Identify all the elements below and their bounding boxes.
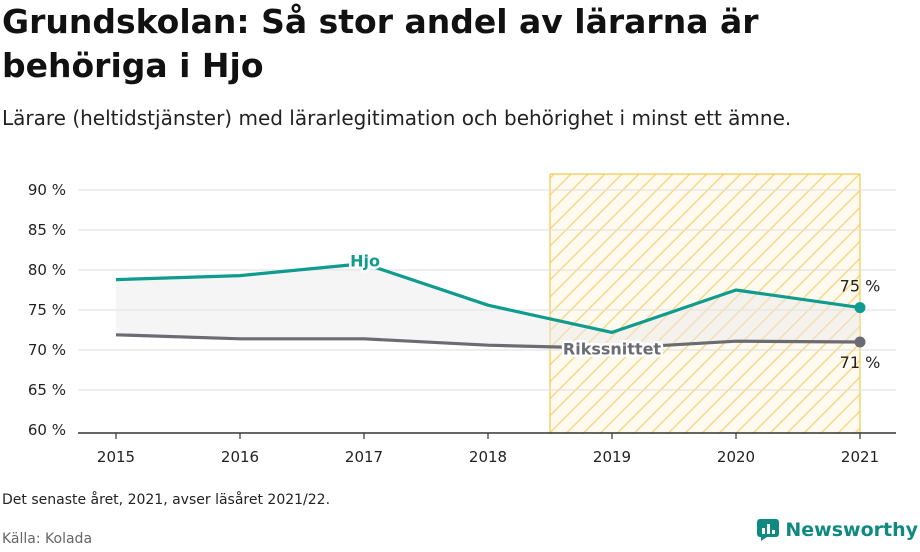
x-tick-label: 2018 (469, 448, 507, 466)
series-label-hjo-halo: Hjo (350, 252, 380, 271)
series-end-point-1 (854, 336, 866, 348)
bar-chart-logo-icon (757, 519, 780, 541)
y-tick-label: 65 % (28, 381, 66, 399)
series-end-point-0 (854, 302, 866, 314)
line-chart: 60 % 65 % 70 % 75 % 80 % 85 % 90 % 2015 2016 201… (28, 173, 896, 466)
y-tick-label: 75 % (28, 301, 66, 319)
brand: Newsworthy (757, 519, 918, 541)
y-tick-label: 70 % (28, 341, 66, 359)
series-line-0 (115, 261, 861, 334)
y-tick-label: 85 % (28, 221, 66, 239)
y-tick-label: 90 % (28, 181, 66, 199)
chart-source: Källa: Kolada (2, 531, 93, 547)
series-label-hjo: Hjo (350, 252, 380, 271)
highlight-range (550, 174, 860, 434)
chart-note: Det senaste året, 2021, avser läsåret 20… (2, 492, 331, 508)
y-tick-label: 80 % (28, 261, 66, 279)
y-tick-label: 60 % (28, 421, 66, 439)
end-value-label-hjo: 75 % (840, 277, 881, 296)
end-value-label-rikssnittet: 71 % (840, 353, 881, 372)
x-tick-label: 2020 (717, 448, 755, 466)
x-tick-label: 2017 (345, 448, 383, 466)
brand-name: Newsworthy (785, 519, 918, 541)
series-label-rikssnittet: Rikssnittet (563, 339, 662, 358)
chart-subtitle: Lärare (heltidstjänster) med lärarlegiti… (2, 106, 792, 130)
x-tick-label: 2021 (841, 448, 879, 466)
x-tick-label: 2015 (97, 448, 135, 466)
series-label-rikssnittet-halo: Rikssnittet (563, 339, 662, 358)
x-tick-label: 2019 (593, 448, 631, 466)
chart-title: Grundskolan: Så stor andel av lärarna är… (2, 2, 759, 85)
series-line-1 (115, 333, 861, 350)
x-tick-label: 2016 (221, 448, 259, 466)
